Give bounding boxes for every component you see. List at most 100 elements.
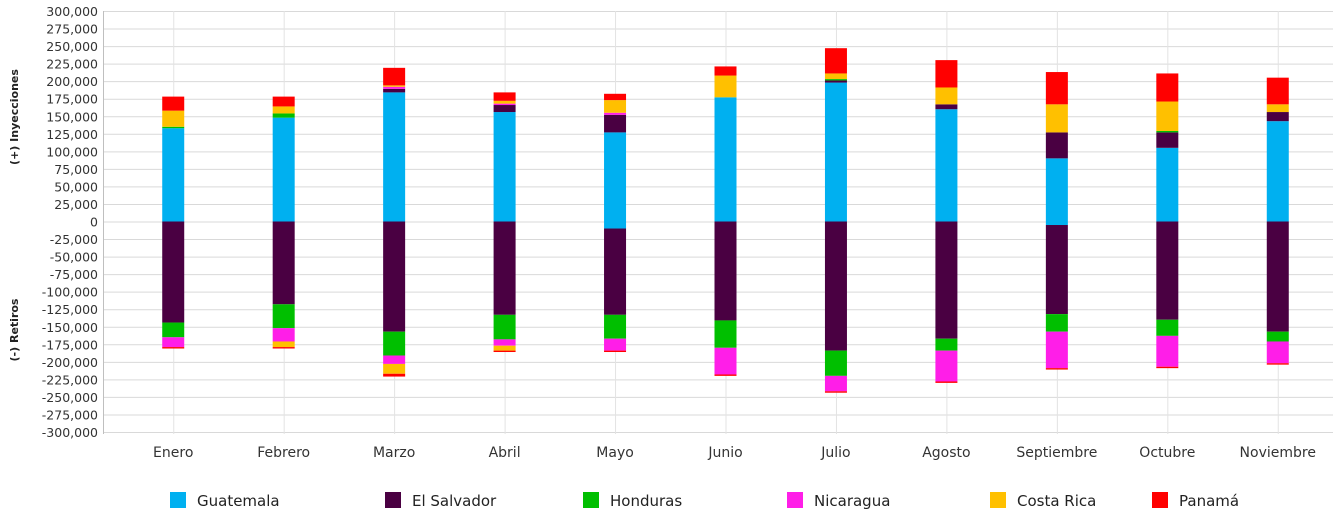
- bar-segment: [493, 112, 516, 222]
- bar-segment: [493, 350, 516, 353]
- bar-segment: [935, 109, 958, 222]
- y-tick-label: -275,000: [42, 407, 98, 422]
- legend-label: Costa Rica: [1017, 492, 1096, 510]
- bar-segment: [162, 96, 185, 111]
- y-tick-label: 275,000: [46, 22, 98, 37]
- x-tick-label: Enero: [153, 445, 193, 461]
- bar-segment: [1156, 130, 1179, 133]
- y-tick-label: -25,000: [50, 232, 98, 247]
- bar-segment: [162, 110, 185, 127]
- legend-swatch: [583, 492, 599, 508]
- legend-swatch: [170, 492, 186, 508]
- y-tick-label: 150,000: [46, 109, 98, 124]
- x-tick-label: Abril: [489, 445, 521, 461]
- bar-segment: [1266, 112, 1289, 122]
- bar-segment: [1156, 73, 1179, 102]
- bar-segment: [604, 221, 627, 229]
- bar-segment: [1156, 147, 1179, 222]
- bar-segment: [162, 126, 185, 129]
- legend-label: Panamá: [1179, 492, 1239, 510]
- bar-segment: [604, 314, 627, 339]
- bar-segment: [935, 87, 958, 105]
- y-tick-label: 50,000: [54, 179, 98, 194]
- bar-segment: [272, 304, 295, 329]
- bar-segment: [1045, 331, 1068, 369]
- bar-segment: [493, 339, 516, 346]
- y-tick-label: -200,000: [42, 355, 98, 370]
- bar-segment: [604, 114, 627, 133]
- bar-segment: [824, 375, 847, 392]
- bar-segment: [162, 322, 185, 338]
- x-axis: Enero Febrero Marzo Abril Mayo Junio Julio Agos…: [153, 445, 1316, 461]
- bar-segment: [272, 117, 295, 222]
- bar-segment: [714, 347, 737, 375]
- bar-segment: [383, 85, 406, 87]
- bar-segment: [604, 93, 627, 101]
- bar-segment: [1266, 121, 1289, 222]
- y-tick-label: -100,000: [42, 285, 98, 300]
- bar-segment: [935, 60, 958, 88]
- bar-segment: [1045, 72, 1068, 105]
- bar-segment: [714, 374, 737, 376]
- bar-segment: [604, 338, 627, 351]
- x-tick-label: Junio: [707, 445, 742, 461]
- x-tick-label: Noviembre: [1240, 445, 1316, 461]
- bar-segment: [272, 221, 295, 305]
- bar-segment: [1156, 221, 1179, 320]
- bar-segment: [1156, 366, 1179, 369]
- bar-segment: [1266, 363, 1289, 365]
- legend-label: El Salvador: [412, 492, 497, 510]
- bar-segment: [714, 75, 737, 98]
- y-tick-label: -75,000: [50, 267, 98, 282]
- y-tick-label: 125,000: [46, 127, 98, 142]
- bar-segment: [935, 381, 958, 383]
- bar-segment: [935, 338, 958, 351]
- bar-segment: [824, 221, 847, 351]
- y-tick-label: -225,000: [42, 372, 98, 387]
- y-tick-label: 100,000: [46, 144, 98, 159]
- y-tick-label: 200,000: [46, 74, 98, 89]
- bar-segment: [272, 96, 295, 107]
- bar-segment: [824, 80, 847, 83]
- bar-segment: [493, 345, 516, 351]
- bar-segment: [383, 363, 406, 374]
- y-axis-label-top: (+) Inyecciones: [8, 69, 21, 165]
- bar-segment: [162, 347, 185, 349]
- y-tick-label: 75,000: [54, 162, 98, 177]
- bar-segment: [824, 48, 847, 74]
- bar-segment: [383, 373, 406, 377]
- bar-segment: [1045, 132, 1068, 159]
- y-tick-label: 300,000: [46, 4, 98, 19]
- x-tick-label: Febrero: [257, 445, 310, 461]
- bar-segment: [1045, 225, 1068, 315]
- bar-segment: [714, 97, 737, 222]
- y-tick-label: -175,000: [42, 337, 98, 352]
- bar-segment: [1266, 331, 1289, 342]
- legend-label: Nicaragua: [814, 492, 890, 510]
- bar-segment: [1266, 341, 1289, 364]
- bar-segment: [1045, 158, 1068, 222]
- bar-segment: [272, 347, 295, 349]
- bar-segment: [1045, 104, 1068, 133]
- legend-swatch: [990, 492, 1006, 508]
- bar-segment: [1045, 314, 1068, 332]
- bar-segment: [162, 337, 185, 348]
- bar-segment: [604, 100, 627, 113]
- bar-segment: [383, 67, 406, 86]
- bar-segment: [383, 88, 406, 93]
- legend-swatch: [385, 492, 401, 508]
- bar-segment: [272, 106, 295, 114]
- y-tick-label: -150,000: [42, 320, 98, 335]
- bar-segment: [935, 350, 958, 382]
- bar-segment: [383, 92, 406, 222]
- bar-segment: [1156, 132, 1179, 148]
- y-tick-label: 0: [90, 215, 98, 230]
- y-axis-label-bottom: (-) Retiros: [8, 298, 21, 361]
- bar-segment: [272, 341, 295, 348]
- bar-segment: [162, 221, 185, 323]
- bar-segment: [383, 331, 406, 356]
- bar-segment: [383, 355, 406, 364]
- legend: Guatemala El Salvador Honduras Nicaragua Cos…: [170, 492, 1239, 510]
- x-tick-label: Octubre: [1139, 445, 1195, 461]
- bar-segment: [1266, 77, 1289, 105]
